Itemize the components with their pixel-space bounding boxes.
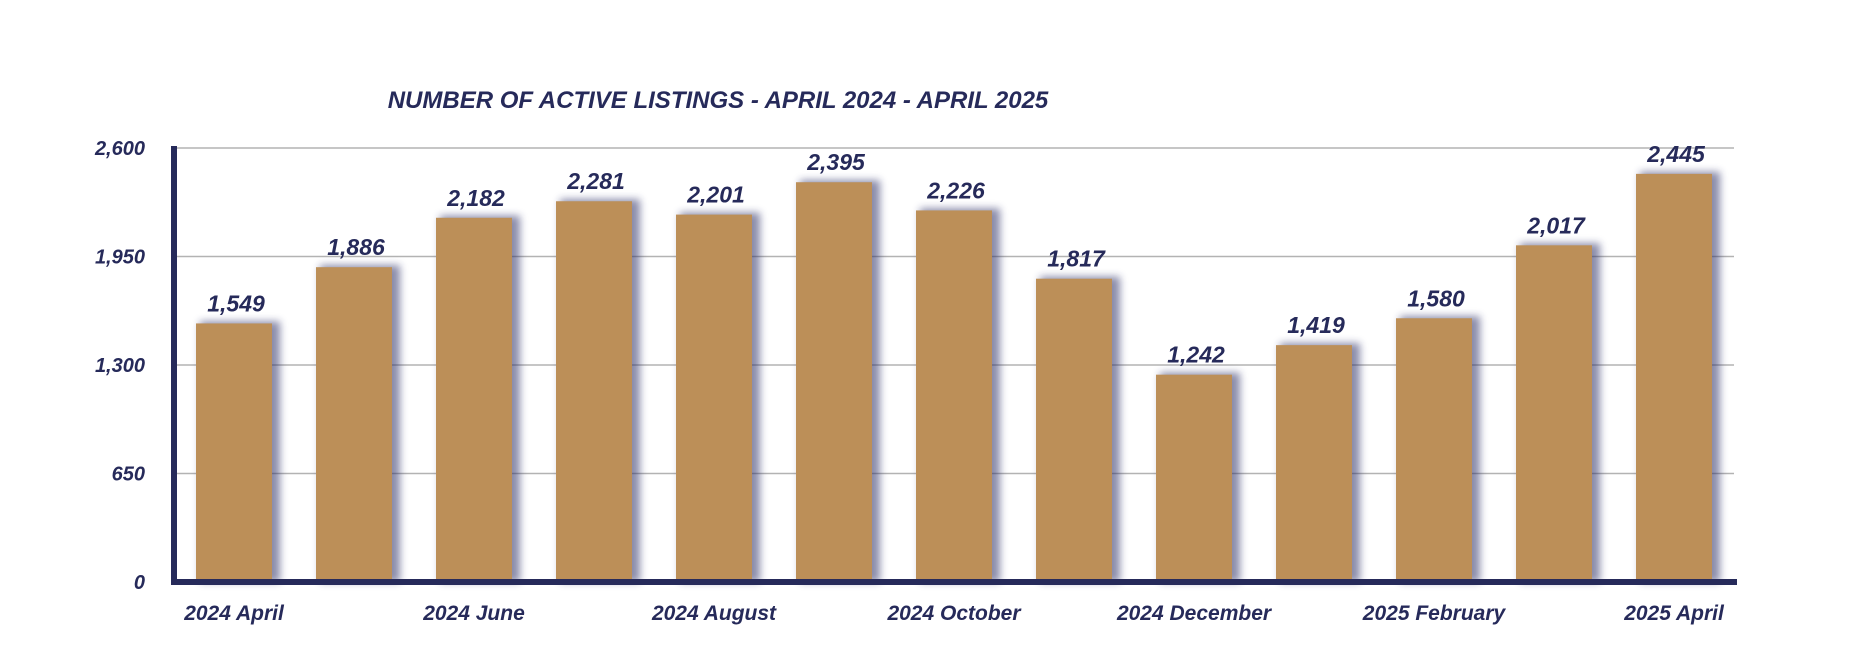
y-tick-label: 650: [112, 464, 145, 486]
y-tick-label: 1,950: [95, 247, 145, 269]
data-label: 2,182: [446, 185, 505, 211]
x-tick-label: 2024 December: [1116, 602, 1273, 625]
x-tick-label: 2024 October: [886, 602, 1022, 625]
bar: [196, 323, 272, 582]
x-tick-label: 2024 June: [422, 602, 525, 625]
bar: [1396, 318, 1472, 582]
data-label: 2,281: [566, 168, 625, 194]
data-label: 2,395: [806, 149, 866, 175]
bar: [556, 201, 632, 582]
bar: [1276, 345, 1352, 582]
y-axis-ticks: 0 650 1,300 1,950 2,600: [94, 138, 145, 594]
x-tick-label: 2025 April: [1623, 602, 1725, 625]
data-label: 2,017: [1526, 212, 1586, 238]
y-tick-label: 1,300: [95, 355, 145, 377]
y-tick-label: 0: [134, 572, 145, 594]
bar: [676, 214, 752, 583]
data-label: 1,886: [327, 234, 385, 260]
x-tick-label: 2025 February: [1362, 602, 1507, 625]
data-label: 1,549: [207, 290, 265, 316]
bar: [1036, 278, 1112, 582]
bar: [436, 217, 512, 582]
data-label: 2,201: [686, 182, 745, 208]
bar: [916, 210, 992, 582]
x-tick-label: 2024 August: [651, 602, 777, 625]
x-tick-label: 2024 April: [183, 602, 285, 625]
data-label: 1,242: [1167, 342, 1225, 368]
bars: [196, 171, 1720, 583]
axes: [171, 146, 1737, 585]
y-tick-label: 2,600: [94, 138, 145, 160]
data-label: 1,817: [1047, 246, 1106, 272]
data-label: 1,580: [1407, 285, 1465, 311]
data-label: 2,226: [926, 177, 985, 203]
x-axis-ticks: 2024 April 2024 June 2024 August 2024 Octob…: [183, 602, 1725, 625]
bar: [1156, 374, 1232, 582]
data-label: 1,419: [1287, 312, 1345, 338]
bar: [316, 267, 392, 582]
chart-title: NUMBER OF ACTIVE LISTINGS - APRIL 2024 -…: [388, 87, 1049, 114]
data-label: 2,445: [1646, 141, 1706, 167]
bar: [1636, 173, 1712, 582]
bar: [1516, 245, 1592, 582]
data-labels: 1,549 1,886 2,182 2,281 2,201 2,395 2,226 1,817…: [207, 141, 1706, 368]
bar: [796, 182, 872, 582]
